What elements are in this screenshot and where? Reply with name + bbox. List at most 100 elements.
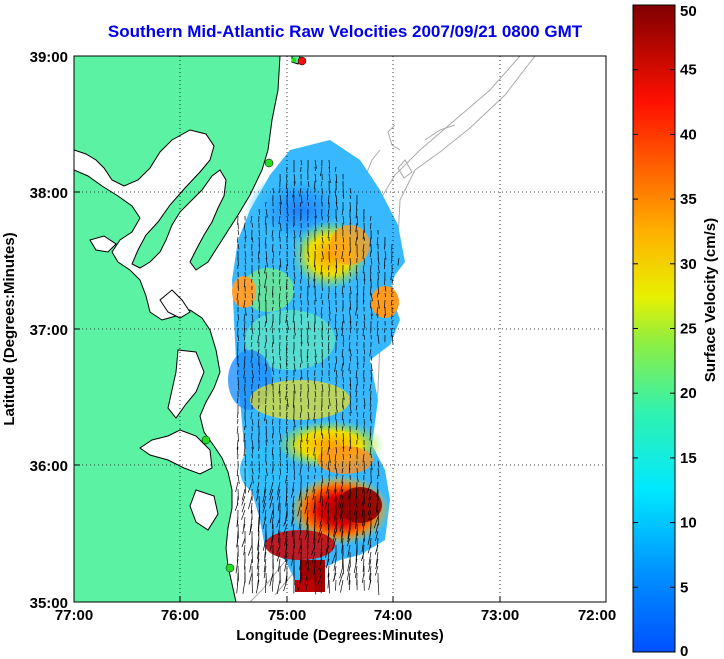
current-vector <box>320 166 323 177</box>
current-vector <box>348 572 351 585</box>
current-vector <box>299 572 302 585</box>
current-vector <box>264 411 267 422</box>
current-vector <box>292 495 295 507</box>
current-vector <box>314 355 317 365</box>
current-vector <box>349 453 351 459</box>
current-vector <box>390 257 393 264</box>
current-vector <box>257 544 260 560</box>
current-vector <box>363 362 365 369</box>
current-vector <box>341 425 344 431</box>
current-vector <box>314 572 316 586</box>
current-vector <box>362 264 365 274</box>
current-vector <box>286 397 289 408</box>
current-vector <box>349 579 351 591</box>
current-vector <box>349 222 352 231</box>
current-vector <box>290 551 295 567</box>
current-vector <box>334 166 337 172</box>
current-vector <box>300 376 302 381</box>
current-vector <box>342 194 344 200</box>
current-vector <box>348 341 351 352</box>
y-tick-label: 38:00 <box>30 185 68 202</box>
current-vector <box>334 481 337 493</box>
current-vector <box>349 306 351 314</box>
current-vector <box>367 544 372 554</box>
current-vector <box>349 397 352 406</box>
current-vector <box>327 565 330 578</box>
current-vector <box>327 327 330 335</box>
colorbar-tick-label: 25 <box>680 321 697 338</box>
current-vector <box>256 558 260 570</box>
current-vector <box>241 502 246 513</box>
current-vector <box>342 187 345 198</box>
current-vector <box>300 341 303 347</box>
current-vector <box>264 481 267 494</box>
current-vector <box>258 306 260 313</box>
current-vector <box>384 257 386 267</box>
current-vector <box>244 257 247 265</box>
current-vector <box>241 495 246 506</box>
current-vector <box>250 411 253 419</box>
current-vector <box>283 516 288 527</box>
current-vector <box>347 530 351 543</box>
current-vector <box>236 236 239 243</box>
current-vector <box>342 222 344 230</box>
current-vector <box>237 411 239 419</box>
current-vector <box>234 502 239 511</box>
current-vector <box>328 397 331 406</box>
current-vector <box>251 551 253 563</box>
current-vector <box>384 285 387 292</box>
current-vector <box>355 383 358 392</box>
current-vector <box>349 194 351 199</box>
current-vector <box>251 474 254 484</box>
current-vector <box>292 376 295 383</box>
x-tick-label: 72:00 <box>578 607 616 624</box>
current-vector <box>362 390 365 396</box>
current-vector <box>237 362 240 367</box>
current-vector <box>335 516 337 533</box>
y-tick-label: 35:00 <box>30 595 68 612</box>
current-vector <box>279 222 282 231</box>
current-vector <box>321 362 323 368</box>
current-vector <box>249 523 253 536</box>
current-vector <box>236 579 239 594</box>
current-vector <box>370 264 372 273</box>
current-vector <box>328 173 331 183</box>
current-vector <box>276 516 281 528</box>
current-vector <box>306 348 309 359</box>
current-vector <box>321 236 324 244</box>
current-vector <box>306 313 309 318</box>
current-vector <box>317 572 323 585</box>
current-vector <box>244 229 247 238</box>
colorbar-tick-label: 30 <box>680 256 697 273</box>
current-vector <box>363 397 366 406</box>
current-vector <box>321 285 323 291</box>
current-vector <box>306 481 309 493</box>
current-vector <box>243 544 246 556</box>
current-vector <box>284 544 288 559</box>
current-vector <box>321 432 324 440</box>
current-vector <box>342 236 345 243</box>
current-vector <box>285 551 288 562</box>
current-vector <box>311 544 316 556</box>
current-vector <box>265 201 267 207</box>
current-vector <box>335 474 337 480</box>
current-vector <box>335 355 337 364</box>
current-vector <box>369 222 372 230</box>
current-vector <box>327 404 330 410</box>
current-vector <box>321 243 324 249</box>
current-vector <box>264 404 267 412</box>
current-vector <box>391 334 394 345</box>
current-vector <box>299 292 302 299</box>
current-vector <box>355 306 358 316</box>
current-vector <box>277 558 281 572</box>
current-vector <box>327 334 330 341</box>
current-vector <box>375 558 379 570</box>
current-vector <box>286 460 288 470</box>
current-vector <box>356 362 359 370</box>
current-vector <box>243 446 246 457</box>
current-vector <box>313 411 316 421</box>
current-vector <box>349 201 351 212</box>
current-vector <box>306 418 309 429</box>
current-vector <box>307 278 310 288</box>
current-vector <box>326 509 330 525</box>
